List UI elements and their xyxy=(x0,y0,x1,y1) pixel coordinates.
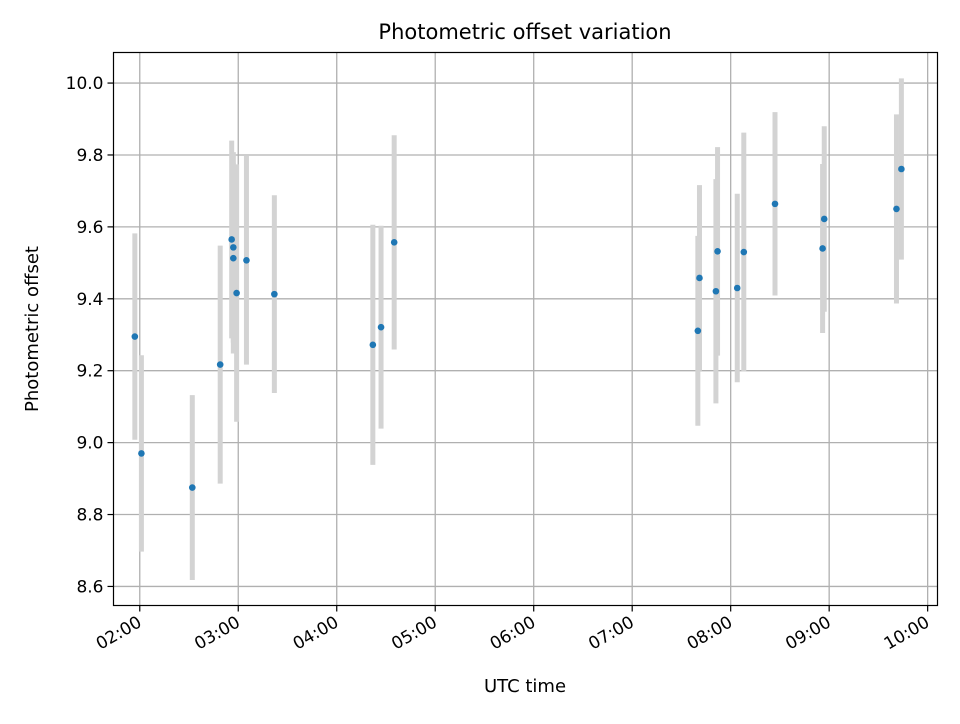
data-point xyxy=(243,257,250,264)
data-point xyxy=(819,245,826,252)
data-point xyxy=(696,274,703,282)
data-point xyxy=(390,239,398,246)
y-tick-label: 9.8 xyxy=(76,146,103,166)
data-points xyxy=(131,165,905,491)
y-axis-label: Photometric offset xyxy=(22,246,43,412)
y-tick-label: 8.8 xyxy=(76,506,103,526)
data-point xyxy=(733,284,741,292)
data-point xyxy=(740,248,748,256)
y-tick-label: 9.2 xyxy=(76,362,103,382)
data-point xyxy=(714,248,721,255)
data-point xyxy=(369,341,377,349)
y-tick-label: 9.4 xyxy=(76,290,103,310)
data-point xyxy=(893,205,900,213)
data-point xyxy=(377,323,385,331)
data-point xyxy=(131,333,139,340)
y-tick-label: 9.6 xyxy=(76,218,103,238)
y-tick-label: 8.6 xyxy=(76,577,103,597)
data-point xyxy=(138,450,145,457)
data-point xyxy=(271,290,278,298)
plot-frame xyxy=(112,51,939,607)
y-tick-label: 10.0 xyxy=(66,74,104,94)
data-point xyxy=(216,361,224,368)
data-point xyxy=(228,236,235,243)
x-axis-label: UTC time xyxy=(484,676,566,697)
data-point xyxy=(233,289,240,297)
chart-title: Photometric offset variation xyxy=(378,20,671,44)
data-point xyxy=(820,215,828,223)
data-point xyxy=(694,327,702,335)
data-point xyxy=(230,244,237,251)
data-point xyxy=(712,287,720,295)
data-point xyxy=(188,484,196,491)
data-point xyxy=(898,165,905,173)
data-point xyxy=(230,254,237,262)
data-point xyxy=(771,200,779,208)
y-tick-label: 9.0 xyxy=(76,434,103,454)
grid xyxy=(113,52,938,606)
